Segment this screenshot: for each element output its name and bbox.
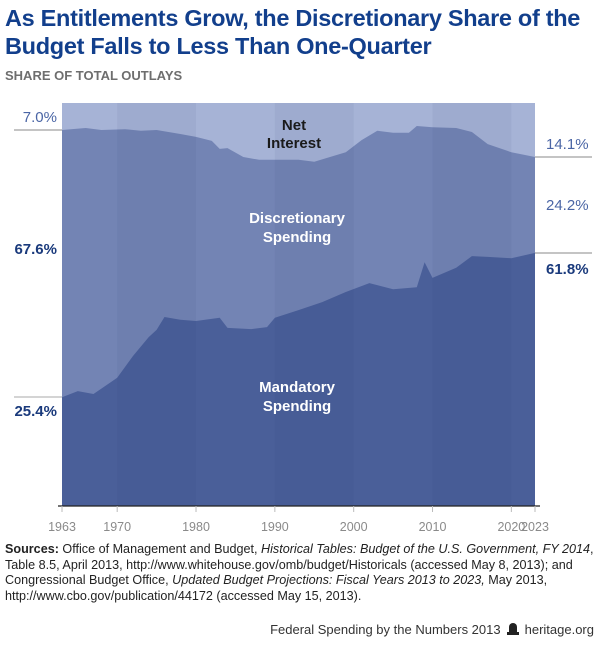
chart-subtitle: SHARE OF TOTAL OUTLAYS	[5, 68, 183, 83]
area-mandatory	[62, 252, 535, 506]
publication-name: Federal Spending by the Numbers 2013	[270, 622, 501, 637]
sources-text-1: Office of Management and Budget,	[58, 542, 262, 556]
sources-title-1: Historical Tables: Budget of the U.S. Go…	[261, 542, 591, 556]
decade-band	[274, 103, 354, 506]
liberty-bell-icon	[506, 623, 519, 635]
decade-shading	[117, 103, 512, 506]
heritage-link[interactable]: heritage.org	[524, 622, 594, 637]
end-label-net-interest: 14.1%	[546, 136, 589, 153]
end-label-mandatory: 61.8%	[546, 261, 589, 278]
series-label-net-interest-1: Net	[282, 117, 306, 134]
sources-text-3: May 2013, http://www.cbo.gov/publication…	[5, 573, 548, 603]
series-label-mandatory-2: Spending	[263, 398, 331, 415]
series-label-mandatory-1: Mandatory	[259, 379, 336, 396]
stacked-area-chart: 7.0% 67.6% 25.4% 14.1% 24.2% 61.8% Net I…	[14, 103, 592, 534]
sources-text-2: , Table 8.5, April 2013, http://www.whit…	[5, 542, 594, 587]
x-tick-label: 1980	[182, 520, 210, 534]
x-tick-label: 2023	[521, 520, 549, 534]
x-tick-label: 2020	[497, 520, 525, 534]
sources-title-2: Updated Budget Projections: Fiscal Years…	[172, 573, 485, 587]
series-label-discretionary-1: Discretionary	[249, 210, 346, 227]
series-label-discretionary-2: Spending	[263, 229, 331, 246]
start-label-net-interest: 7.0%	[23, 109, 57, 126]
sources-label: Sources:	[5, 542, 59, 556]
x-tick-label: 2010	[419, 520, 447, 534]
series-label-net-interest-2: Interest	[267, 135, 321, 152]
start-label-discretionary: 67.6%	[14, 241, 57, 258]
x-tick-label: 1963	[48, 520, 76, 534]
decade-band	[117, 103, 197, 506]
chart-title: As Entitlements Grow, the Discretionary …	[5, 5, 581, 59]
footer: Federal Spending by the Numbers 2013 heri…	[270, 622, 594, 637]
end-label-discretionary: 24.2%	[546, 197, 589, 214]
sources-note: Sources: Office of Management and Budget…	[5, 542, 597, 604]
x-tick-label: 1970	[103, 520, 131, 534]
start-label-mandatory: 25.4%	[14, 403, 57, 420]
decade-band	[432, 103, 512, 506]
x-tick-label: 2000	[340, 520, 368, 534]
x-tick-label: 1990	[261, 520, 289, 534]
